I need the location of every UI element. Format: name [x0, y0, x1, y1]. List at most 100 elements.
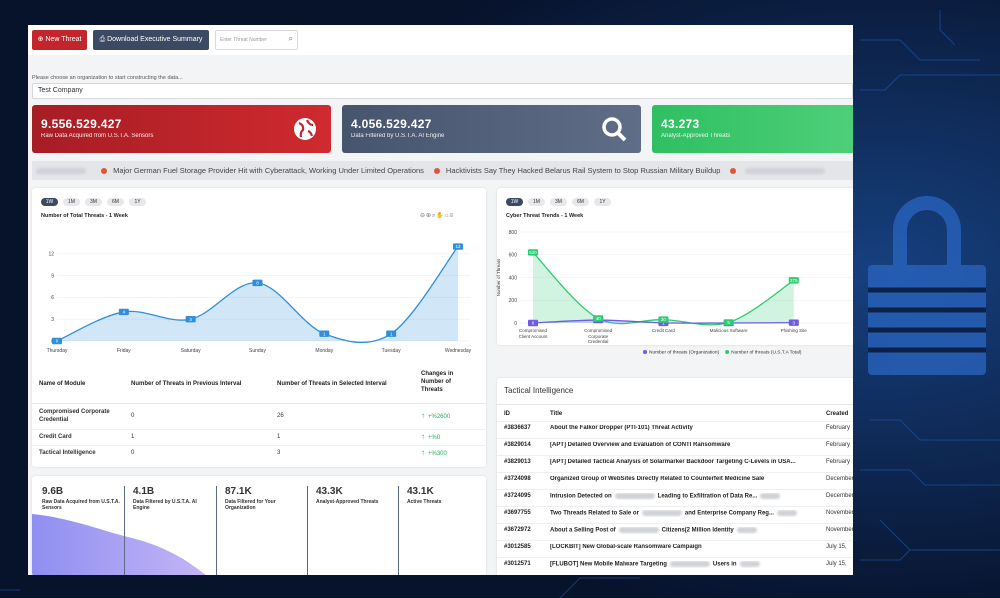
table-header: Created [826, 411, 849, 417]
table-row[interactable]: #3697755 Two Threads Related to Sale or an… [497, 510, 853, 522]
download-button[interactable]: ⎙ Download Executive Summary [93, 30, 209, 50]
table-row[interactable]: #3836637 About the Falkor Dropper (PTI-10… [497, 425, 853, 437]
summary-label: Data Filtered by U.S.T.A. AI Engine [133, 499, 197, 511]
new-threat-button[interactable]: ⊕ New Threat [32, 30, 87, 50]
org-select[interactable]: Test Company [32, 83, 853, 99]
table-cell: Compromised Corporate Credential [39, 409, 110, 423]
summary-value: 87.1K [225, 486, 252, 497]
org-prompt: Please choose an organization to start c… [32, 75, 183, 81]
chart-title: Cyber Threat Trends - 1 Week [506, 213, 584, 219]
range-button[interactable]: 1M [528, 198, 545, 206]
table-row[interactable]: #3724098 Organized Group of WebSites Dire… [497, 476, 853, 488]
row-divider [32, 445, 486, 446]
table-row[interactable]: #3724095 Intrusion Detected on Leading to … [497, 493, 853, 505]
range-button[interactable]: 1M [63, 198, 80, 206]
title-part: Citizens(2 Million Identity [661, 527, 734, 534]
stat-card: 4.056.529.427 Data Filtered by U.S.T.A. … [342, 105, 641, 153]
news-ticker: Major German Fuel Storage Provider Hit w… [32, 161, 853, 180]
row-divider [32, 429, 486, 430]
divider [497, 404, 853, 405]
chart-title: Number of Total Threats - 1 Week [41, 213, 128, 219]
bullet [433, 168, 440, 175]
threat-id: #3697755 [504, 510, 531, 516]
stat-value: 4.056.529.427 [351, 117, 432, 131]
threat-id: #3829013 [504, 459, 531, 465]
summary-value: 43.1K [407, 486, 434, 497]
blurred-text [739, 561, 760, 567]
stat-label: Analyst-Approved Threats [661, 133, 731, 139]
title-part: [LOCKBIT] New Global-scale Ransomware Ca… [550, 544, 702, 550]
table-row[interactable]: #3012571 [FLUBOT] New Mobile Malware Targ… [497, 561, 853, 573]
threat-id: #3672972 [504, 527, 531, 533]
legend-label: Number of threats (U.S.T.A Total) [731, 350, 802, 356]
divider [307, 486, 308, 575]
ticker-item: Hacktivists Say They Hacked Belarus Rail… [445, 166, 721, 175]
range-button[interactable]: 3M [550, 198, 567, 206]
search-input[interactable]: Enter Threat Number ⌕ [215, 30, 298, 50]
row-divider [497, 489, 853, 490]
table-cell: 26 [277, 413, 284, 419]
summary-label: Raw Data Acquired from U.S.T.A. Sensors [42, 499, 120, 511]
change-value: +%0 [428, 435, 441, 441]
blurred-text [641, 510, 682, 516]
threat-title: About a Selling Post of Citizens(2 Millio… [550, 527, 820, 534]
divider [124, 486, 125, 575]
title-part: [FLUBOT] New Mobile Malware Targeting [550, 561, 667, 568]
created: December [826, 493, 853, 499]
table-cell: Credit Card [39, 434, 72, 440]
threat-title: About the Falkor Dropper (PTI-101) Threa… [550, 425, 820, 431]
range-button[interactable]: 6M [572, 198, 589, 206]
range-button[interactable]: 1W [506, 198, 523, 206]
threat-id: #3724095 [504, 493, 531, 499]
created: December [826, 476, 853, 482]
legend-swatch [643, 350, 647, 354]
row-divider [497, 455, 853, 456]
tactical-panel: Tactical Intelligence ID Title Created #383… [497, 378, 853, 575]
title-part: Two Threads Related to Sale or [550, 510, 639, 517]
range-button[interactable]: 1Y [594, 198, 611, 206]
table-header: ID [504, 411, 510, 417]
threat-id: #3012585 [504, 544, 531, 550]
range-button[interactable]: 1W [41, 198, 58, 206]
ticker-item: Major German Fuel Storage Provider Hit w… [113, 166, 424, 175]
threat-title: [APT] Detailed Tactical Analysis of Sola… [550, 459, 820, 465]
created: February [826, 442, 851, 448]
table-cell: 3 [277, 450, 281, 456]
threat-id: #3829014 [504, 442, 531, 448]
table-cell: 0 [131, 450, 135, 456]
divider [32, 403, 486, 404]
threat-id: #3724098 [504, 476, 531, 482]
wave [32, 514, 206, 575]
change-value: +%300 [428, 451, 447, 457]
stat-label: Raw Data Acquired from U.S.T.A. Sensors [41, 133, 154, 139]
title-part: About a Selling Post of [550, 527, 616, 534]
legend-label: Number of threats (Organization) [649, 350, 720, 356]
row-divider [497, 540, 853, 541]
row-divider [497, 523, 853, 524]
range-button[interactable]: 1Y [129, 198, 146, 206]
up-arrow: ↑ [421, 448, 425, 457]
range-button[interactable]: 6M [107, 198, 124, 206]
table-row[interactable]: #3012585 [LOCKBIT] New Global-scale Ranso… [497, 544, 853, 556]
blurred-text [776, 510, 797, 516]
row-divider [497, 438, 853, 439]
stat-label: Data Filtered by U.S.T.A. AI Engine [351, 133, 445, 139]
table-row[interactable]: #3829013 [APT] Detailed Tactical Analysis… [497, 459, 853, 471]
range-button[interactable]: 3M [85, 198, 102, 206]
blurred-text [669, 561, 710, 567]
bullet [101, 168, 108, 175]
title-part: Organized Group of WebSites Directly Rel… [550, 476, 765, 482]
module-table: Name of Module Number of Threats in Previ… [32, 370, 486, 467]
summary-value: 9.6B [42, 486, 64, 497]
table-row[interactable]: #3829014 [APT] Detailed Overview and Eval… [497, 442, 853, 454]
x-tick-label: Compromised Client Account [518, 328, 548, 339]
x-tick-label: Phishing Site [780, 328, 807, 333]
globe-icon [294, 118, 316, 140]
threat-title: Intrusion Detected on Leading to Exfiltra… [550, 493, 820, 500]
table-cell: 0 [131, 413, 135, 419]
blurred-text [736, 527, 757, 533]
threat-title: [FLUBOT] New Mobile Malware Targeting Use… [550, 561, 820, 568]
table-row[interactable]: #3672972 About a Selling Post of Citizens(… [497, 527, 853, 539]
change-value: +%2600 [428, 414, 451, 420]
